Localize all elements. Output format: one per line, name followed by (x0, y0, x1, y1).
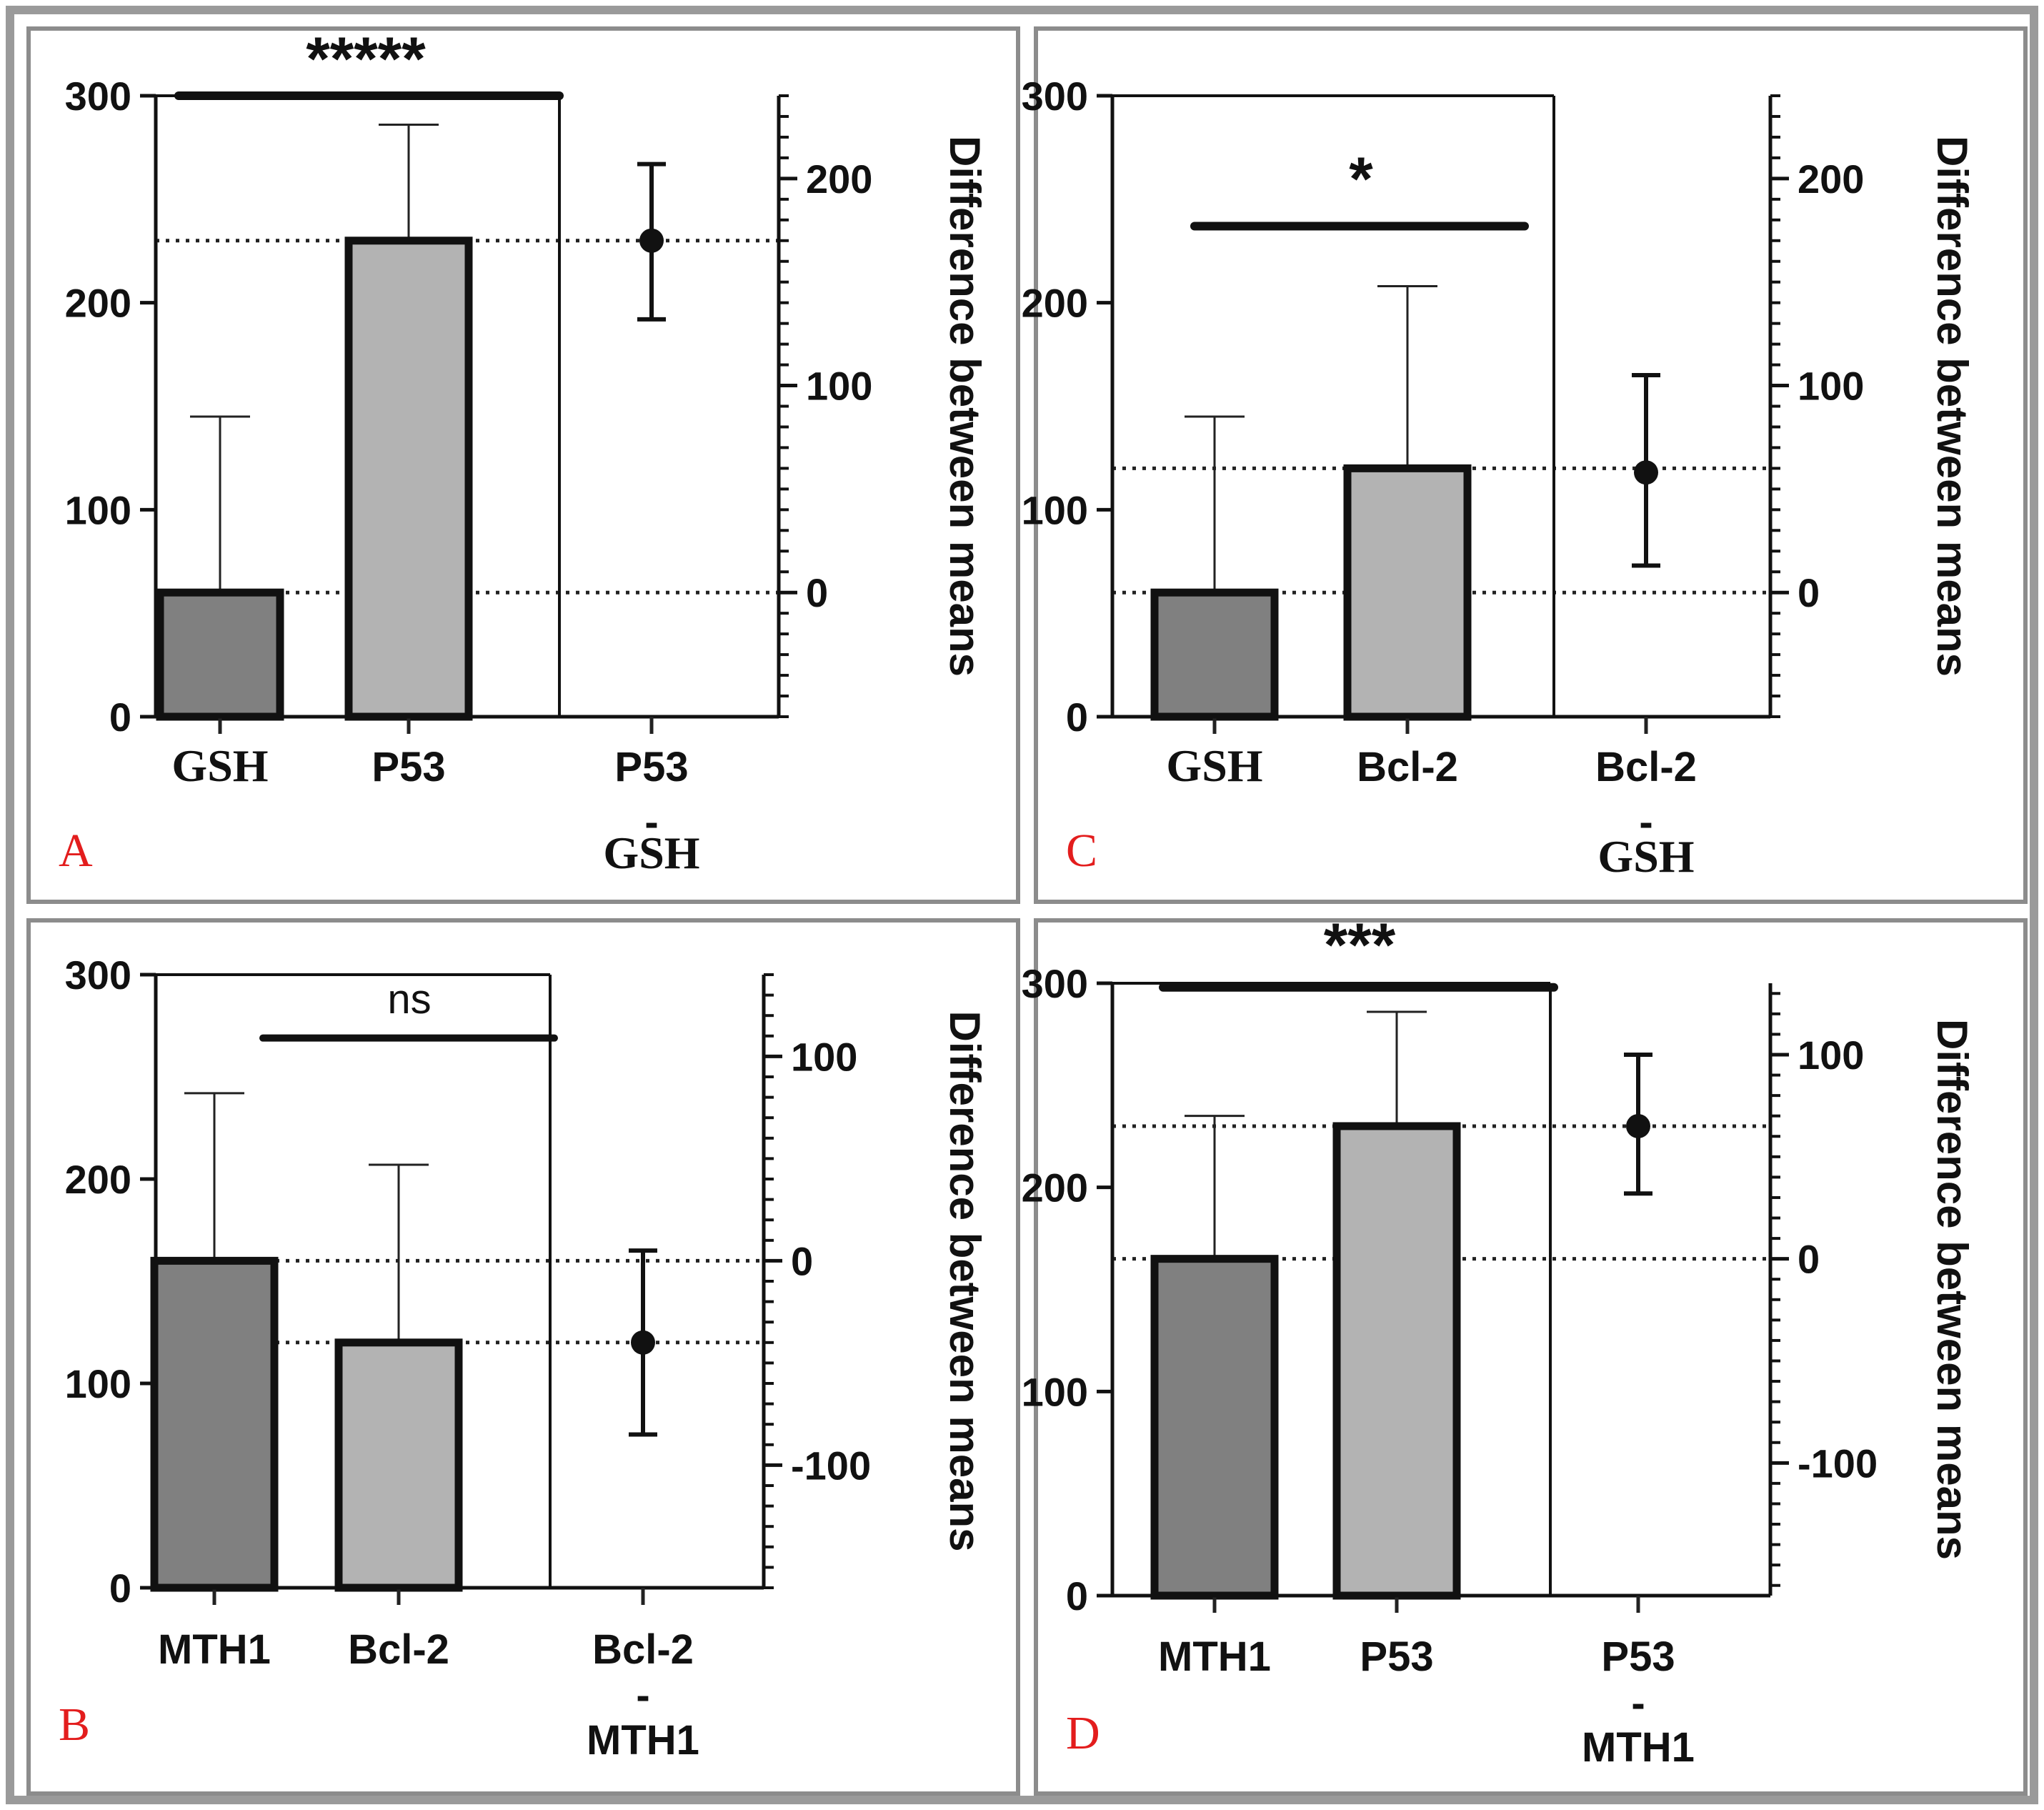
bar-gsh (156, 588, 284, 721)
panel-d: MTH1 P530100200300-1000100P53-MTH1***Diff… (1022, 911, 1976, 1771)
y-axis-title: Difference between means (1928, 1019, 1976, 1560)
panel-a-frame (26, 26, 1020, 904)
difference-point (1626, 1113, 1650, 1138)
category-label: MTH1 (158, 1626, 271, 1673)
panel-c-frame (1034, 26, 2028, 904)
y-tick-label: 200 (1022, 281, 1088, 326)
difference-label-dash: - (644, 799, 658, 845)
significance-marker: ***** (306, 25, 426, 94)
difference-point (639, 228, 664, 253)
y-tick-label: 0 (109, 1566, 131, 1611)
category-label: Bcl-2 (1357, 744, 1458, 790)
y-tick-label: 100 (65, 487, 131, 532)
diff-axis-tick-label: 200 (806, 156, 872, 202)
diff-axis-tick-label: 0 (806, 570, 828, 615)
difference-label-bottom: GSH (603, 827, 699, 878)
y-tick-label: 100 (65, 1361, 131, 1406)
category-label: P53 (372, 744, 445, 790)
diff-axis-tick-label: 200 (1798, 156, 1864, 202)
y-tick-label: 0 (109, 695, 131, 740)
bar-mth1 (1150, 1255, 1279, 1600)
difference-label-bottom: GSH (1597, 831, 1694, 882)
panel-b-frame (26, 918, 1020, 1796)
y-axis-title: Difference between means (941, 136, 989, 677)
y-tick-label: 100 (1022, 487, 1088, 532)
diff-axis-tick-label: 100 (806, 364, 872, 409)
y-tick-label: 0 (1066, 1573, 1088, 1618)
category-label: MTH1 (1158, 1634, 1271, 1680)
y-axis-title: Difference between means (941, 1011, 989, 1552)
y-tick-label: 200 (1022, 1165, 1088, 1210)
panel-d-frame (1034, 918, 2028, 1796)
panel-letter: A (59, 825, 93, 877)
bar-gsh (1150, 588, 1279, 721)
category-label: GSH (171, 740, 268, 791)
bar-bcl-2 (1343, 464, 1472, 721)
y-tick-label: 300 (1022, 961, 1088, 1006)
significance-marker: * (1349, 145, 1373, 214)
figure-frame (6, 6, 2038, 1804)
y-tick-label: 100 (1022, 1369, 1088, 1414)
y-tick-label: 300 (1022, 74, 1088, 119)
y-tick-label: 300 (65, 953, 131, 998)
panel-b: MTH1 Bcl-20100200300-1000100Bcl-2-MTH1nsD… (59, 953, 989, 1764)
diff-axis-tick-label: 0 (1798, 1237, 1820, 1282)
diff-axis-tick-label: 100 (1798, 1033, 1864, 1078)
y-tick-label: 0 (1066, 695, 1088, 740)
y-tick-label: 200 (65, 281, 131, 326)
panels-layer: GSH P5301002003000100200P53-GSH*****Diffe… (59, 25, 1976, 1771)
difference-label-top: P53 (614, 744, 688, 790)
diff-axis-tick-label: 100 (791, 1034, 857, 1079)
difference-label-top: Bcl-2 (1595, 744, 1697, 790)
category-label: GSH (1166, 740, 1262, 791)
diff-axis-tick-label: -100 (791, 1443, 871, 1488)
y-tick-label: 300 (65, 74, 131, 119)
difference-label-top: P53 (1601, 1634, 1675, 1680)
panel-letter: B (59, 1699, 90, 1751)
difference-label-dash: - (1639, 799, 1652, 845)
difference-label-dash: - (1631, 1680, 1645, 1726)
difference-label-top: Bcl-2 (592, 1626, 694, 1673)
difference-label-bottom: MTH1 (1582, 1724, 1695, 1771)
difference-label-bottom: MTH1 (587, 1717, 699, 1764)
significance-marker: *** (1324, 911, 1396, 980)
difference-label-dash: - (636, 1672, 649, 1719)
significance-marker: ns (387, 976, 431, 1023)
y-tick-label: 200 (65, 1157, 131, 1202)
difference-point (1634, 460, 1658, 485)
bar-bcl-2 (334, 1338, 463, 1592)
diff-axis-tick-label: 0 (791, 1238, 813, 1283)
diff-axis-tick-label: -100 (1798, 1441, 1878, 1486)
panel-a: GSH P5301002003000100200P53-GSH*****Diffe… (59, 25, 989, 878)
diff-axis-tick-label: 0 (1798, 570, 1820, 615)
category-label: Bcl-2 (348, 1626, 449, 1673)
panel-letter: C (1066, 825, 1097, 877)
bar-mth1 (150, 1256, 279, 1592)
diff-axis-tick-label: 100 (1798, 364, 1864, 409)
bar-p53 (344, 237, 473, 721)
category-label: P53 (1360, 1634, 1433, 1680)
difference-point (631, 1330, 655, 1355)
panel-letter: D (1066, 1707, 1100, 1759)
y-axis-title: Difference between means (1928, 136, 1976, 677)
bar-p53 (1332, 1122, 1461, 1600)
